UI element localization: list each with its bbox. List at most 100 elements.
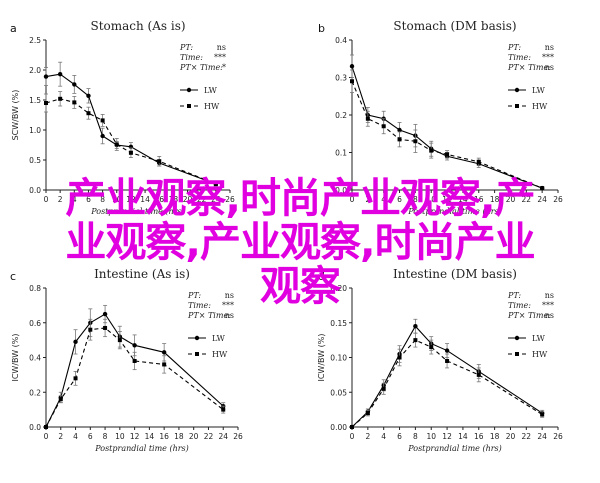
data-point: [58, 397, 63, 402]
stat-value: *: [222, 63, 226, 72]
series-hw: [350, 69, 545, 191]
data-point: [88, 327, 93, 332]
x-tick-label: 12: [442, 432, 452, 441]
x-tick-label: 16: [474, 195, 484, 204]
stat-label: PT:: [187, 291, 201, 300]
legend-label: HW: [212, 350, 228, 359]
x-tick-label: 26: [233, 432, 243, 441]
data-point: [114, 142, 119, 147]
data-point: [365, 411, 370, 416]
y-tick-label: 0.1: [335, 149, 347, 158]
stat-value: ***: [214, 53, 226, 62]
y-tick-label: 0.8: [29, 284, 41, 293]
legend-label: HW: [204, 102, 220, 111]
x-tick-label: 22: [522, 432, 532, 441]
legend-label: LW: [204, 86, 218, 95]
data-point: [43, 74, 49, 79]
panel-letter: d: [318, 270, 325, 283]
series-hw: [350, 332, 545, 429]
stat-label: PT× Time:: [507, 63, 551, 72]
stat-label: PT× Time:: [507, 311, 551, 320]
data-point: [103, 325, 108, 330]
x-axis-label: Postprandial time (hrs): [407, 207, 502, 216]
x-tick-label: 6: [88, 432, 93, 441]
stat-value: ns: [545, 311, 554, 320]
x-tick-label: 20: [506, 432, 516, 441]
chart-panel-a: a Stomach (As is)0.00.51.01.52.02.50 2 4 6 8 1…: [10, 19, 235, 216]
y-tick-label: 0.2: [29, 388, 41, 397]
stat-value: ns: [545, 291, 554, 300]
x-tick-label: 22: [204, 432, 214, 441]
legend-marker: [187, 104, 191, 108]
data-point: [476, 372, 481, 377]
series-line: [351, 325, 543, 428]
chart-title: Stomach (As is): [90, 19, 185, 33]
legend-label: HW: [532, 102, 548, 111]
data-point: [413, 338, 418, 343]
x-tick-label: 8: [413, 432, 418, 441]
x-tick-label: 12: [126, 195, 136, 204]
x-tick-label: 20: [506, 195, 516, 204]
x-tick-label: 2: [365, 432, 370, 441]
y-axis-label: ICW/BW (%): [11, 333, 20, 381]
x-tick-label: 12: [130, 432, 140, 441]
data-point: [72, 82, 77, 87]
x-tick-label: 22: [197, 195, 207, 204]
data-point: [349, 64, 355, 69]
x-tick-label: 8: [100, 195, 105, 204]
legend-marker: [515, 352, 519, 356]
chart-title: Intestine (As is): [94, 267, 190, 281]
legend-label: HW: [532, 350, 548, 359]
stat-value: ns: [225, 291, 234, 300]
legend-marker: [195, 352, 199, 356]
y-tick-label: 2.5: [29, 36, 41, 45]
x-tick-label: 24: [211, 195, 221, 204]
series-line: [351, 66, 543, 189]
legend-marker: [194, 335, 200, 341]
stat-label: Time:: [180, 53, 203, 62]
legend-marker: [515, 104, 519, 108]
data-point: [86, 111, 91, 116]
series-hw: [44, 318, 226, 429]
panel-letter: a: [10, 22, 17, 35]
stat-value: ***: [542, 53, 554, 62]
x-tick-label: 10: [112, 195, 122, 204]
data-point: [381, 386, 386, 391]
series-lw: [349, 318, 545, 430]
series-hw: [44, 91, 218, 187]
data-point: [397, 355, 402, 360]
x-tick-label: 2: [58, 432, 63, 441]
data-point: [381, 124, 386, 129]
series-lw: [349, 54, 545, 191]
x-tick-label: 18: [174, 432, 184, 441]
stat-value: ***: [542, 301, 554, 310]
data-point: [44, 101, 48, 105]
legend-marker: [186, 87, 192, 93]
data-point: [157, 159, 162, 164]
data-point: [102, 311, 108, 317]
x-axis-label: Postprandial time (hrs): [407, 444, 502, 453]
stat-label: PT:: [507, 43, 521, 52]
y-tick-label: 1.0: [29, 126, 41, 135]
x-tick-label: 24: [218, 432, 228, 441]
stat-label: PT:: [179, 43, 193, 52]
y-tick-label: 2.0: [29, 66, 41, 75]
stat-label: Time:: [188, 301, 211, 310]
data-point: [117, 338, 122, 343]
data-point: [57, 72, 63, 77]
legend-marker: [514, 335, 520, 341]
legend-label: LW: [212, 334, 226, 343]
y-tick-label: 0.0: [29, 186, 41, 195]
data-point: [132, 343, 137, 348]
y-tick-label: 0.0: [29, 423, 41, 432]
data-point: [397, 127, 402, 133]
x-tick-label: 4: [73, 432, 78, 441]
data-point: [429, 345, 434, 350]
stat-label: PT:: [507, 291, 521, 300]
x-tick-label: 10: [426, 432, 436, 441]
x-tick-label: 0: [44, 432, 49, 441]
x-tick-label: 14: [458, 195, 468, 204]
x-tick-label: 18: [169, 195, 179, 204]
y-axis-label: SCW/BW (%): [11, 90, 20, 141]
